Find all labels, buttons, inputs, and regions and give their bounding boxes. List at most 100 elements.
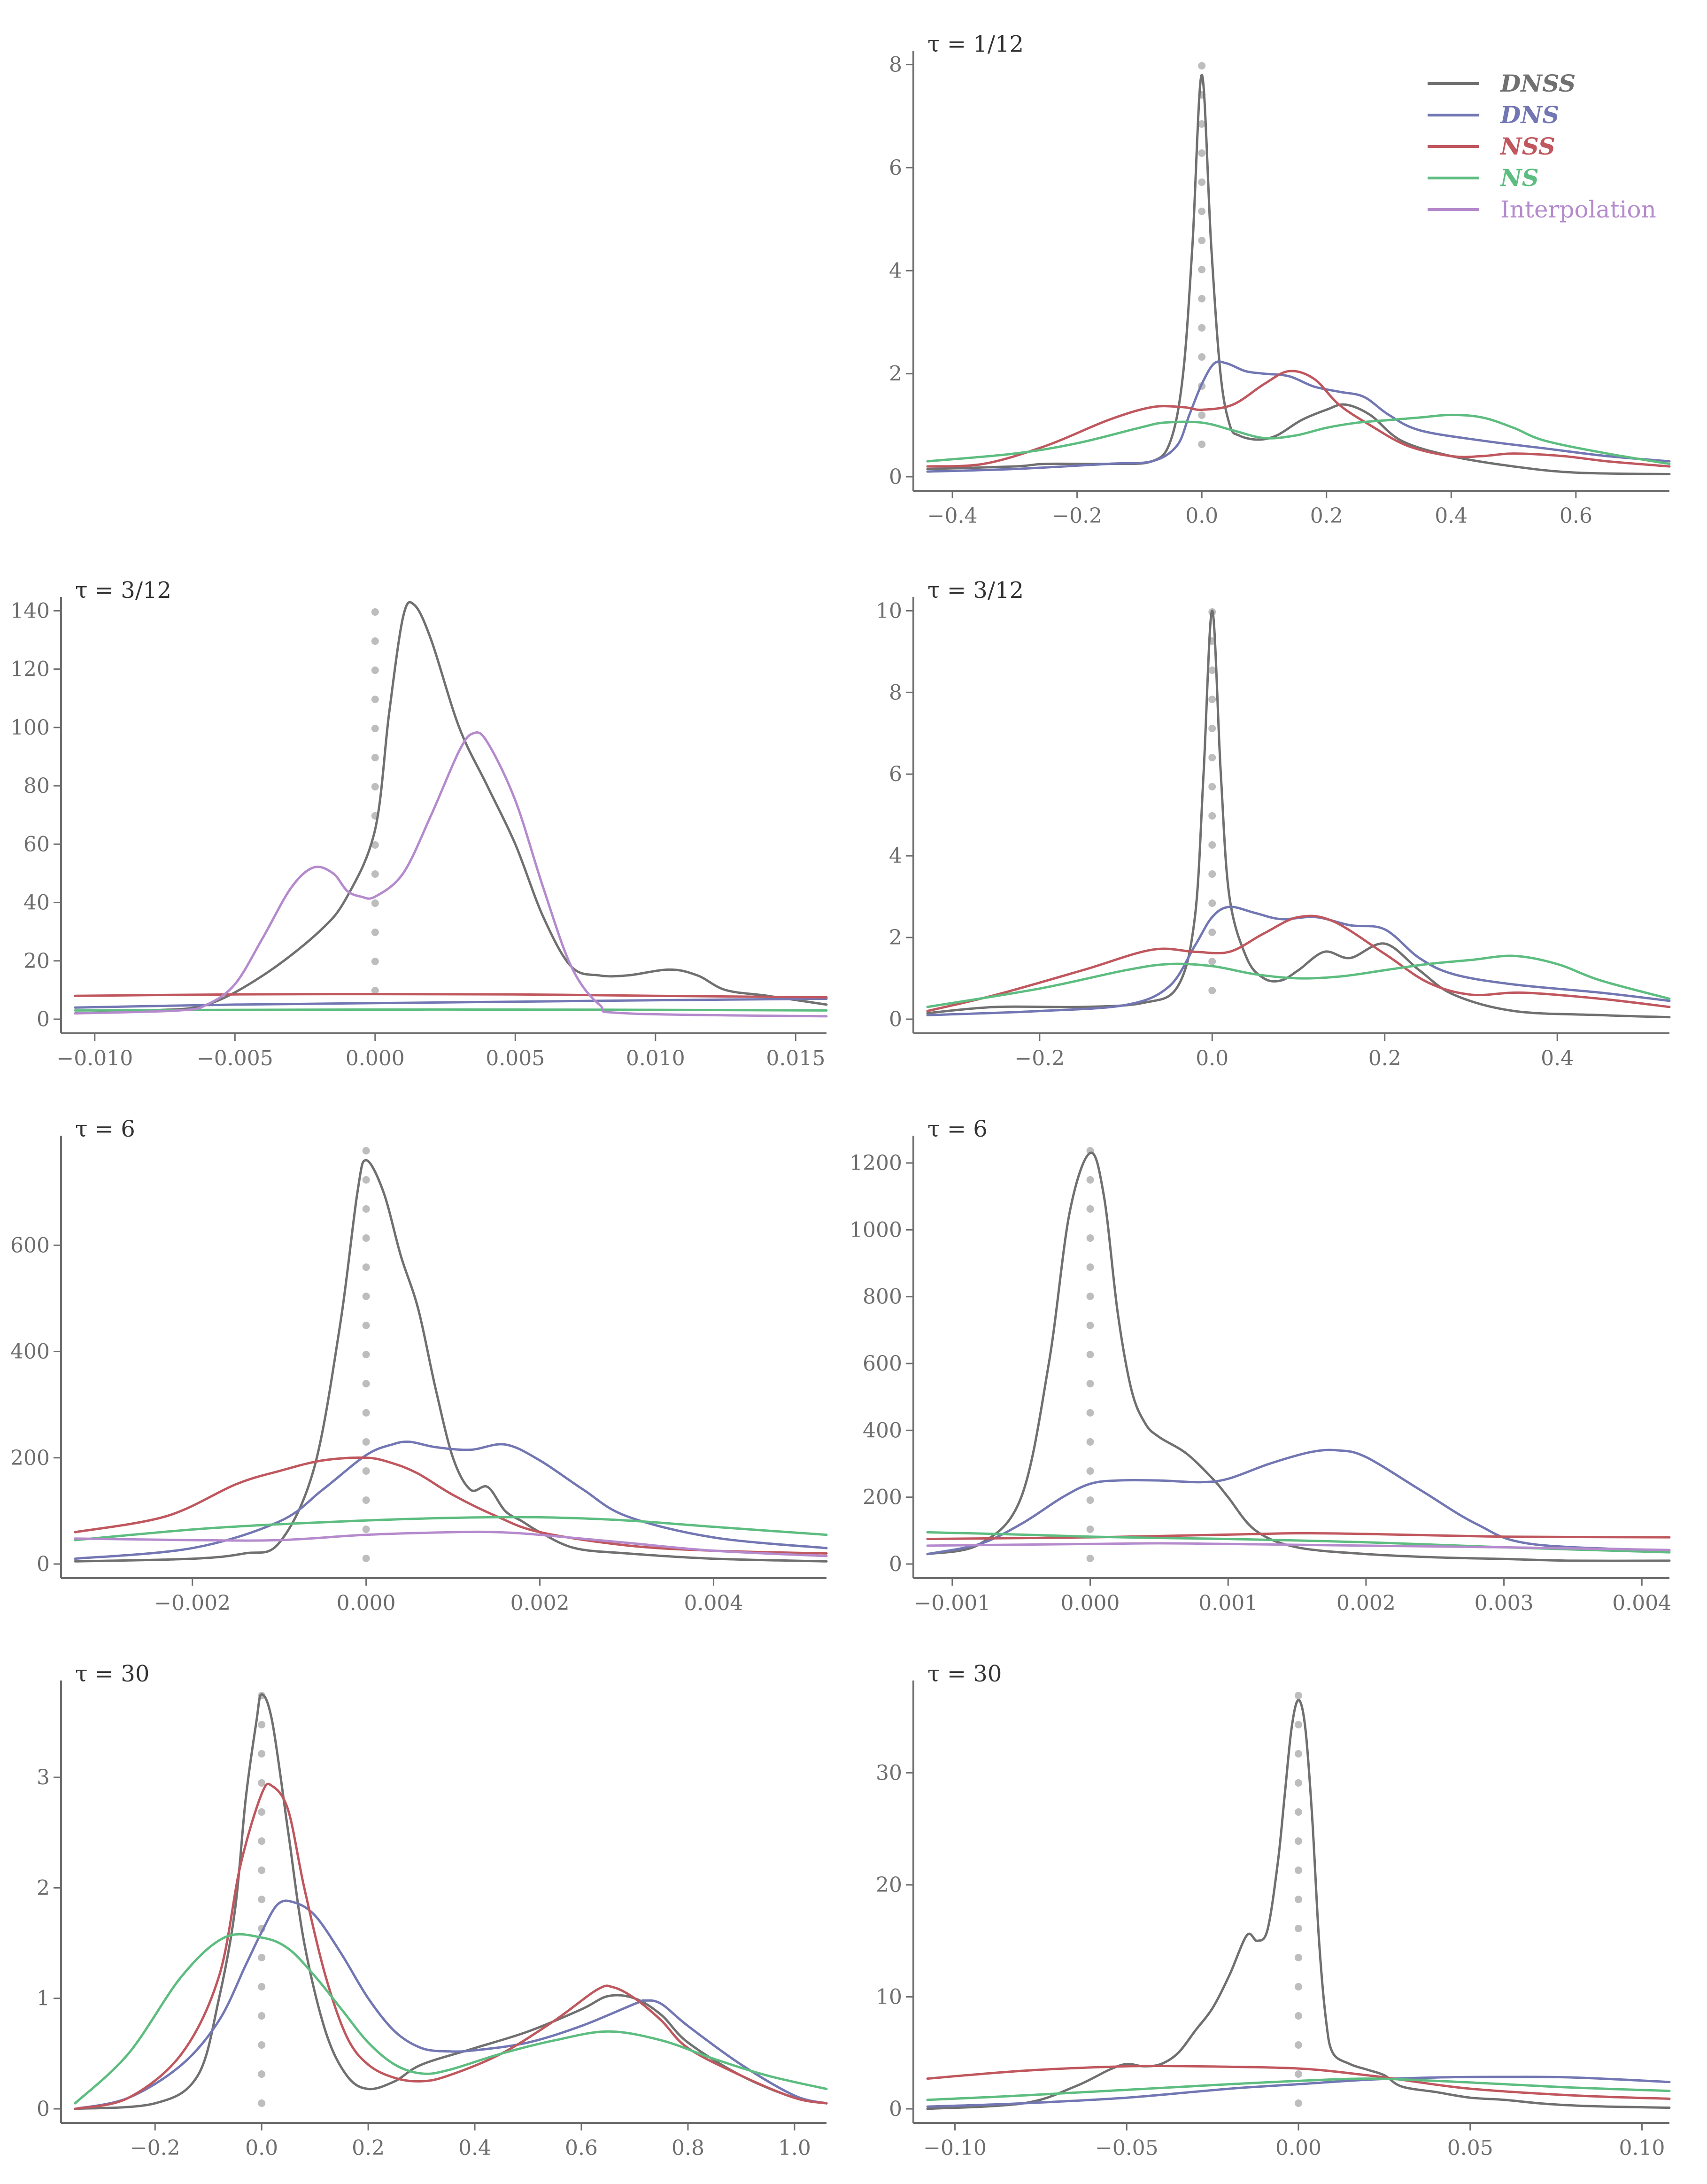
reference-dot: [371, 608, 379, 616]
panel-row2-right: 0 2 4 6 8 10 −0.2 0.0 0.2 0.4 τ = 3/12: [876, 577, 1671, 1070]
panel-title: τ = 30: [927, 1661, 1002, 1687]
legend-label: DNSS: [1499, 70, 1576, 97]
x-tick-label: 0.05: [1447, 2136, 1493, 2160]
reference-dot: [1208, 958, 1216, 965]
panel-row2-left: 0 20 40 60 80 100 120 140 −0.010 −0.005 0.000 0.005…: [10, 577, 828, 1070]
y-tick-label: 0: [889, 465, 902, 489]
y-tick-label: 600: [863, 1352, 902, 1376]
x-tick-label: 0.002: [510, 1591, 570, 1615]
panel-title: τ = 30: [75, 1661, 149, 1687]
reference-dot: [371, 841, 379, 849]
series-ns-line: [926, 413, 1671, 465]
x-tick-label: 1.0: [778, 2136, 811, 2160]
x-tick-label: 0.6: [565, 2136, 598, 2160]
y-tick-label: 1000: [850, 1218, 902, 1242]
x-tick-label: −0.002: [154, 1591, 231, 1615]
reference-dot: [1086, 1438, 1094, 1446]
y-tick-label: 0: [889, 1007, 902, 1031]
series-dns-line: [926, 360, 1671, 473]
y-tick-label: 120: [10, 658, 50, 682]
reference-dot: [1295, 1954, 1302, 1961]
series-dns-line: [74, 1899, 828, 2110]
y-tick-label: 10: [876, 599, 902, 623]
reference-line: [1198, 62, 1206, 448]
reference-dot: [371, 696, 379, 703]
legend-item-dnss: DNSS: [1428, 70, 1576, 97]
y-tick-label: 8: [889, 53, 902, 77]
series-ns-line: [74, 1933, 828, 2105]
x-tick-label: 0.000: [1061, 1591, 1120, 1615]
y-tick-label: 4: [889, 844, 902, 868]
reference-dot: [1198, 178, 1206, 186]
reference-dot: [371, 987, 379, 994]
legend-label: NSS: [1499, 132, 1555, 160]
y-tick-label: 10: [876, 1985, 902, 2009]
x-tick-label: 0.004: [1612, 1591, 1671, 1615]
series-dns-line: [926, 1448, 1671, 1556]
reference-dot: [1295, 1866, 1302, 1874]
x-tick-label: −0.05: [1095, 2136, 1159, 2160]
legend-item-dns: DNS: [1428, 101, 1559, 129]
reference-dot: [1295, 2070, 1302, 2078]
reference-dot: [258, 2070, 266, 2078]
series-dns-line: [74, 998, 828, 1009]
reference-dot: [1086, 1496, 1094, 1504]
y-tick-label: 80: [23, 774, 50, 798]
x-tick-label: 0.0: [1185, 504, 1218, 528]
reference-dot: [362, 1438, 370, 1446]
reference-dot: [1295, 1837, 1302, 1845]
series-dnss-line: [74, 1693, 828, 2110]
y-tick-label: 40: [23, 891, 50, 915]
x-tick-label: −0.005: [197, 1046, 273, 1070]
legend-item-interpolation: Interpolation: [1428, 196, 1656, 223]
legend: DNSS DNS NSS NS Interpolation: [1428, 70, 1656, 223]
series-nss-line: [74, 993, 828, 999]
reference-dot: [1198, 295, 1206, 302]
reference-dot: [1086, 1263, 1094, 1271]
x-tick-label: 0.003: [1475, 1591, 1534, 1615]
reference-dot: [1208, 841, 1216, 849]
y-tick-label: 2: [37, 1876, 50, 1900]
reference-dot: [258, 2041, 266, 2049]
reference-dot: [1208, 754, 1216, 761]
reference-dot: [362, 1205, 370, 1213]
legend-item-nss: NSS: [1428, 132, 1555, 160]
reference-dot: [1208, 666, 1216, 674]
reference-dot: [362, 1555, 370, 1562]
reference-dot: [1086, 1176, 1094, 1184]
series-dnss-line: [926, 609, 1671, 1019]
y-tick-label: 6: [889, 762, 902, 786]
reference-dot: [258, 1866, 266, 1874]
y-tick-label: 0: [889, 1552, 902, 1576]
reference-dot: [1208, 608, 1216, 616]
x-tick-label: 0.6: [1560, 504, 1592, 528]
y-tick-label: 30: [876, 1761, 902, 1785]
reference-line: [1208, 608, 1216, 994]
reference-dot: [1208, 725, 1216, 732]
x-tick-label: 0.2: [1310, 504, 1343, 528]
reference-dot: [1086, 1380, 1094, 1387]
series-ns-line: [926, 954, 1671, 1008]
reference-line: [1086, 1147, 1094, 1562]
reference-dot: [1086, 1205, 1094, 1213]
x-tick-label: 0.010: [626, 1046, 685, 1070]
reference-dot: [362, 1496, 370, 1504]
x-tick-label: 0.002: [1336, 1591, 1396, 1615]
y-tick-label: 0: [37, 1007, 50, 1031]
reference-dot: [1198, 441, 1206, 448]
series-dns-line: [926, 906, 1671, 1016]
x-tick-label: 0.00: [1275, 2136, 1321, 2160]
series-interpolation-line: [926, 1542, 1671, 1551]
reference-dot: [362, 1322, 370, 1329]
series-ns-line: [74, 1516, 828, 1541]
series-ns-line: [74, 1008, 828, 1012]
x-tick-label: −0.2: [1052, 504, 1102, 528]
x-tick-label: 0.000: [337, 1591, 396, 1615]
series-ns-line: [926, 2077, 1671, 2101]
reference-dot: [1208, 987, 1216, 994]
x-tick-label: −0.010: [56, 1046, 133, 1070]
series-nss-line: [74, 1456, 828, 1555]
reference-dot: [258, 1808, 266, 1816]
reference-dot: [362, 1147, 370, 1154]
